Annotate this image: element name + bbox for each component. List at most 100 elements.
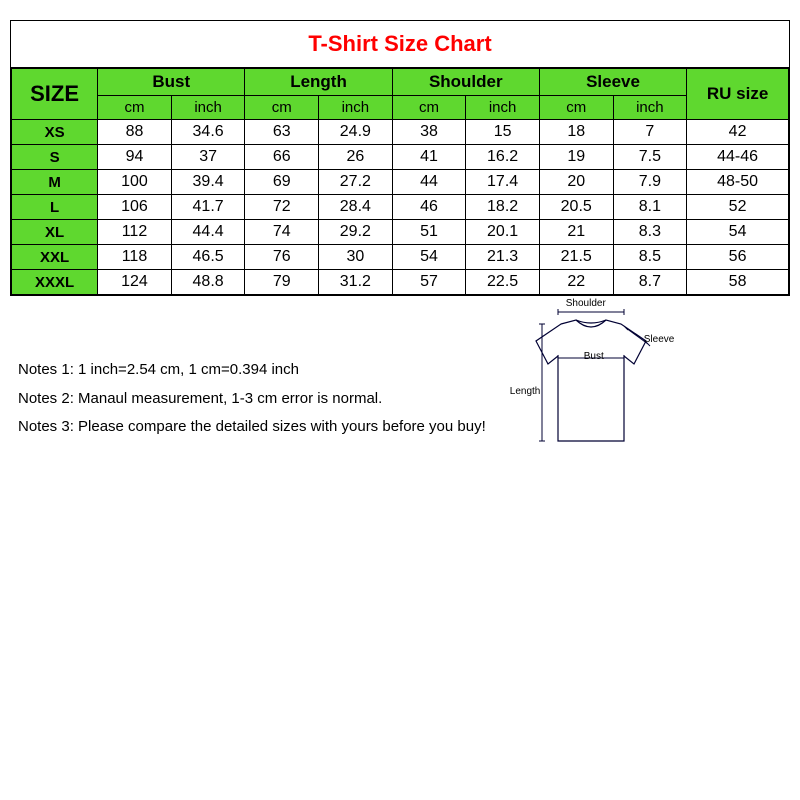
cell-value: 100: [98, 170, 172, 195]
header-sub: inch: [466, 96, 540, 120]
cell-value: 69: [245, 170, 319, 195]
table-row: XXL11846.576305421.321.58.556: [12, 245, 789, 270]
tshirt-diagram: Shoulder Bust Sleeve Length: [506, 296, 676, 456]
cell-value: 124: [98, 270, 172, 295]
cell-value: 56: [687, 245, 789, 270]
cell-value: 79: [245, 270, 319, 295]
cell-size: M: [12, 170, 98, 195]
cell-value: 34.6: [171, 120, 245, 145]
cell-value: 94: [98, 145, 172, 170]
header-group: Bust: [98, 69, 245, 96]
cell-value: 21.3: [466, 245, 540, 270]
cell-size: S: [12, 145, 98, 170]
cell-value: 51: [392, 220, 466, 245]
cell-value: 7.5: [613, 145, 687, 170]
cell-value: 66: [245, 145, 319, 170]
cell-value: 15: [466, 120, 540, 145]
table-row: S943766264116.2197.544-46: [12, 145, 789, 170]
cell-value: 20.1: [466, 220, 540, 245]
cell-value: 19: [539, 145, 613, 170]
chart-title: T-Shirt Size Chart: [11, 21, 789, 68]
header-sub: cm: [245, 96, 319, 120]
cell-value: 17.4: [466, 170, 540, 195]
cell-value: 22: [539, 270, 613, 295]
header-sub: cm: [98, 96, 172, 120]
cell-value: 26: [319, 145, 393, 170]
cell-value: 112: [98, 220, 172, 245]
diagram-label-bust: Bust: [584, 351, 604, 362]
cell-value: 30: [319, 245, 393, 270]
cell-size: L: [12, 195, 98, 220]
header-sub: cm: [392, 96, 466, 120]
diagram-label-shoulder: Shoulder: [566, 298, 606, 309]
header-group: Sleeve: [539, 69, 686, 96]
header-sub: inch: [319, 96, 393, 120]
cell-value: 46.5: [171, 245, 245, 270]
cell-value: 16.2: [466, 145, 540, 170]
cell-value: 63: [245, 120, 319, 145]
table-row: XS8834.66324.9381518742: [12, 120, 789, 145]
table-row: M10039.46927.24417.4207.948-50: [12, 170, 789, 195]
cell-value: 57: [392, 270, 466, 295]
cell-value: 54: [687, 220, 789, 245]
cell-value: 21.5: [539, 245, 613, 270]
cell-value: 58: [687, 270, 789, 295]
table-row: XL11244.47429.25120.1218.354: [12, 220, 789, 245]
cell-value: 52: [687, 195, 789, 220]
notes-section: Notes 1: 1 inch=2.54 cm, 1 cm=0.394 inch…: [10, 296, 790, 456]
cell-value: 31.2: [319, 270, 393, 295]
header-sub: cm: [539, 96, 613, 120]
cell-value: 27.2: [319, 170, 393, 195]
note-line: Notes 2: Manaul measurement, 1-3 cm erro…: [18, 385, 486, 414]
cell-value: 72: [245, 195, 319, 220]
cell-value: 18: [539, 120, 613, 145]
cell-value: 39.4: [171, 170, 245, 195]
cell-value: 29.2: [319, 220, 393, 245]
cell-value: 118: [98, 245, 172, 270]
cell-value: 88: [98, 120, 172, 145]
cell-value: 8.5: [613, 245, 687, 270]
header-ru: RU size: [687, 69, 789, 120]
cell-value: 74: [245, 220, 319, 245]
cell-value: 41.7: [171, 195, 245, 220]
cell-value: 44-46: [687, 145, 789, 170]
cell-value: 38: [392, 120, 466, 145]
cell-value: 22.5: [466, 270, 540, 295]
note-line: Notes 1: 1 inch=2.54 cm, 1 cm=0.394 inch: [18, 356, 486, 385]
cell-value: 46: [392, 195, 466, 220]
cell-value: 28.4: [319, 195, 393, 220]
cell-size: XXXL: [12, 270, 98, 295]
cell-value: 7: [613, 120, 687, 145]
diagram-label-length: Length: [510, 386, 541, 397]
cell-value: 8.3: [613, 220, 687, 245]
header-group: Length: [245, 69, 392, 96]
table-row: XXXL12448.87931.25722.5228.758: [12, 270, 789, 295]
header-sub: inch: [171, 96, 245, 120]
header-group: Shoulder: [392, 69, 539, 96]
cell-value: 76: [245, 245, 319, 270]
table-row: L10641.77228.44618.220.58.152: [12, 195, 789, 220]
cell-size: XS: [12, 120, 98, 145]
header-sub: inch: [613, 96, 687, 120]
cell-value: 24.9: [319, 120, 393, 145]
cell-value: 44: [392, 170, 466, 195]
note-line: Notes 3: Please compare the detailed siz…: [18, 413, 486, 442]
cell-value: 20: [539, 170, 613, 195]
cell-value: 42: [687, 120, 789, 145]
cell-value: 106: [98, 195, 172, 220]
cell-value: 37: [171, 145, 245, 170]
cell-value: 8.7: [613, 270, 687, 295]
cell-value: 48.8: [171, 270, 245, 295]
cell-value: 54: [392, 245, 466, 270]
cell-value: 18.2: [466, 195, 540, 220]
cell-value: 44.4: [171, 220, 245, 245]
cell-value: 8.1: [613, 195, 687, 220]
diagram-label-sleeve: Sleeve: [644, 334, 675, 345]
cell-value: 21: [539, 220, 613, 245]
header-size: SIZE: [12, 69, 98, 120]
cell-size: XL: [12, 220, 98, 245]
cell-value: 48-50: [687, 170, 789, 195]
cell-value: 7.9: [613, 170, 687, 195]
cell-size: XXL: [12, 245, 98, 270]
size-chart-container: T-Shirt Size Chart SIZEBustLengthShoulde…: [10, 20, 790, 296]
